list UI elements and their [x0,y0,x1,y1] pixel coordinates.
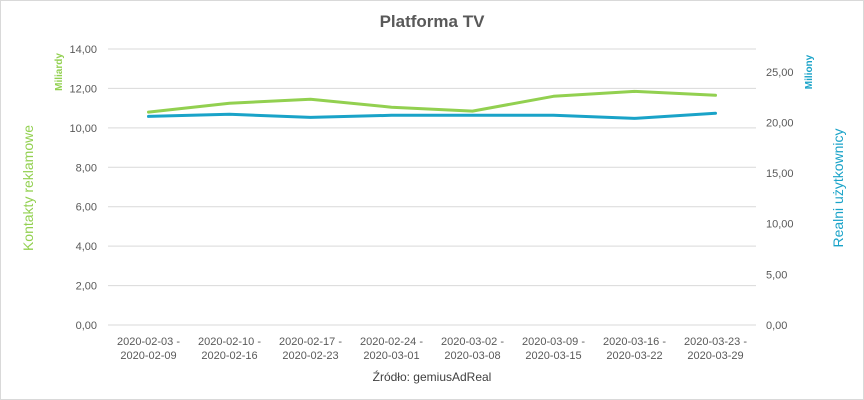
left-tick-label: 10,00 [69,123,97,135]
left-tick-label: 2,00 [76,281,97,293]
x-tick-label: 2020-02-10 -2020-02-16 [198,336,261,362]
left-tick-label: 6,00 [76,202,97,214]
right-tick-label: 25,00 [766,67,794,79]
x-tick-label: 2020-02-17 -2020-02-23 [279,336,342,362]
chart-title: Platforma TV [380,12,486,31]
series-line-uzytkownicy [147,111,717,120]
left-tick-label: 4,00 [76,241,97,253]
left-tick-label: 0,00 [76,320,97,332]
right-tick-label: 10,00 [766,219,794,231]
x-tick-label: 2020-03-02 -2020-03-08 [441,336,504,362]
right-tick-label: 0,00 [766,320,787,332]
left-tick-label: 14,00 [69,44,97,56]
gridlines [108,48,756,326]
right-tick-label: 15,00 [766,168,794,180]
series-lines [147,89,717,120]
left-tick-label: 8,00 [76,162,97,174]
x-tick-label: 2020-03-23 -2020-03-29 [684,336,747,362]
x-axis-ticks: 2020-02-03 -2020-02-09 2020-02-10 -2020-0… [117,336,747,362]
left-tick-label: 12,00 [69,83,97,95]
x-tick-label: 2020-03-16 -2020-03-22 [603,336,666,362]
right-axis-title: Realni użytkownicy [830,128,846,247]
x-tick-label: 2020-02-24 -2020-03-01 [360,336,423,362]
x-tick-label: 2020-03-09 -2020-03-15 [522,336,585,362]
right-axis-unit: Miliony [804,54,815,89]
series-line-kontakty [147,89,717,114]
source-note: Źródło: gemiusAdReal [373,369,492,384]
x-tick-label: 2020-02-03 -2020-02-09 [117,336,180,362]
left-axis-title: Kontakty reklamowe [20,125,36,251]
right-tick-label: 20,00 [766,117,794,129]
right-axis-ticks: 0,00 5,00 10,00 15,00 20,00 25,00 [766,67,794,332]
left-axis-ticks: 0,00 2,00 4,00 6,00 8,00 10,00 12,00 14,00 [69,44,97,332]
right-tick-label: 5,00 [766,269,787,281]
left-axis-unit: Miliardy [54,53,65,91]
